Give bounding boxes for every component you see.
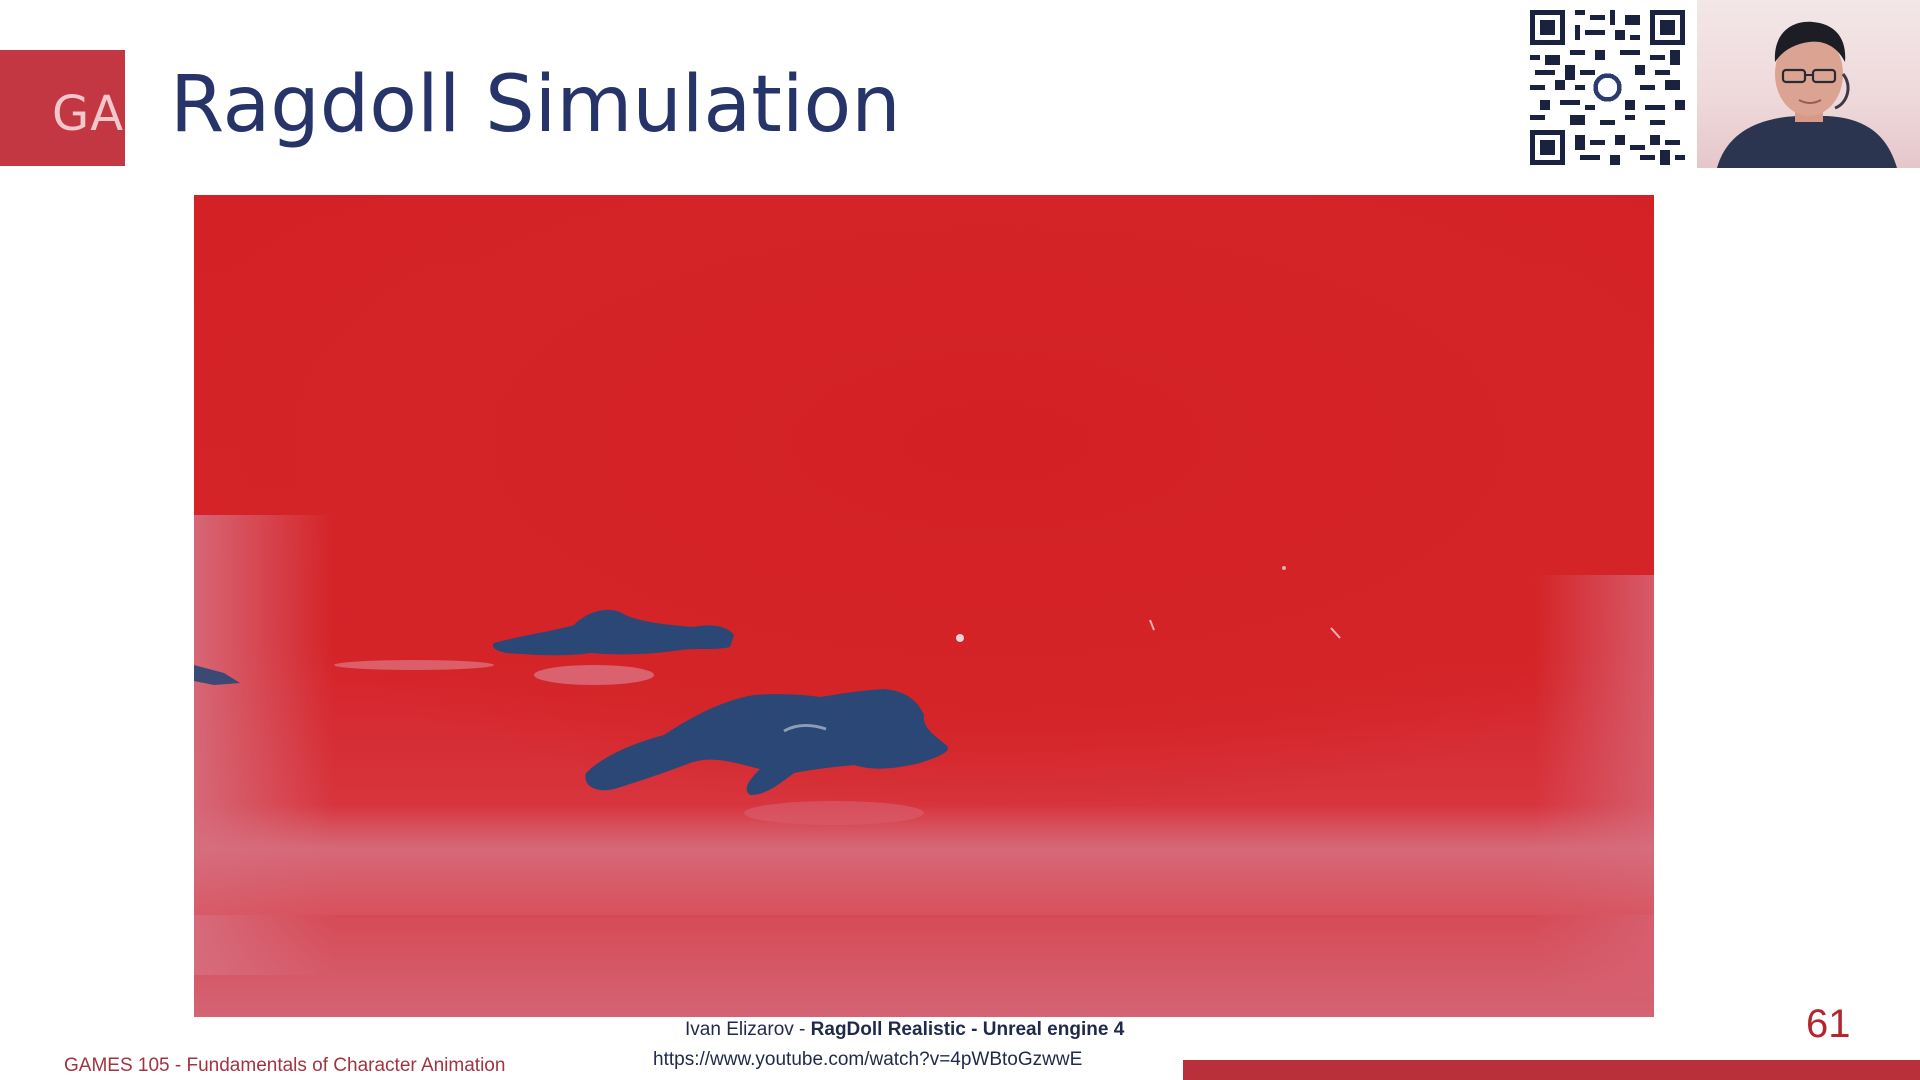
ragdoll-silhouette-far (492, 609, 734, 656)
video-url-link[interactable]: https://www.youtube.com/watch?v=4pWBtoGz… (653, 1049, 1083, 1070)
video-author: Ivan Elizarov - (685, 1019, 811, 1040)
video-player[interactable] (194, 195, 1654, 1017)
ragdoll-silhouette-near (585, 689, 949, 795)
video-engine: Unreal engine 4 (982, 1019, 1125, 1040)
qr-code-icon (1530, 10, 1685, 165)
logo-text: GA (52, 86, 125, 142)
video-haze-right (1534, 575, 1654, 995)
footer-accent-bar (1183, 1060, 1920, 1080)
video-title-separator: - (965, 1019, 983, 1040)
logo-block (0, 50, 125, 166)
slide-title: Ragdoll Simulation (170, 60, 901, 150)
video-floor-band (194, 805, 1654, 915)
presenter-webcam (1697, 0, 1920, 168)
page-number: 61 (1806, 1002, 1851, 1046)
course-footer: GAMES 105 - Fundamentals of Character An… (64, 1055, 506, 1076)
video-title: RagDoll Realistic (810, 1019, 966, 1040)
video-credit: Ivan Elizarov - RagDoll Realistic - Unre… (685, 1019, 1124, 1041)
